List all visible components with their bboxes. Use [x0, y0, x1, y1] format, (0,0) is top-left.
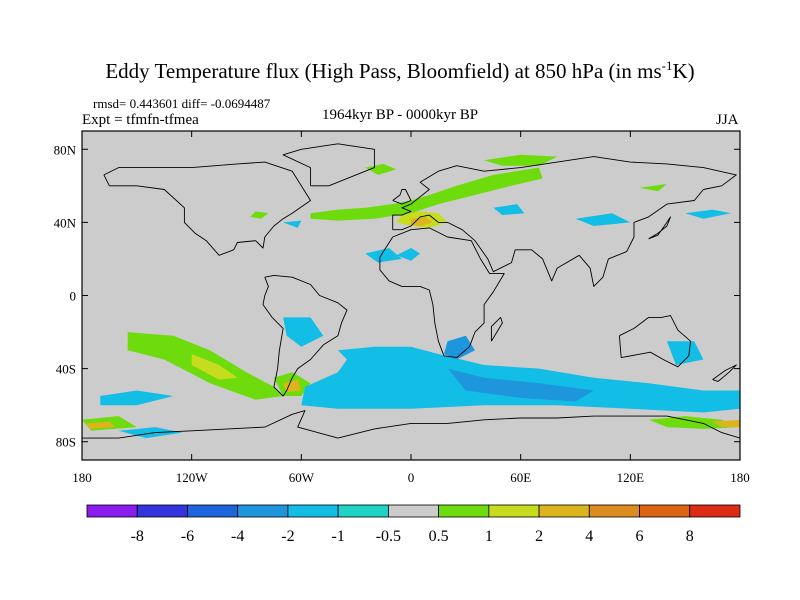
colorbar-swatch — [588, 504, 640, 518]
map-background — [82, 131, 740, 460]
flux-region-south-pacific-west-blue — [100, 390, 174, 406]
flux-region-ross-sea-yellow — [85, 421, 115, 429]
colorbar-swatch — [237, 504, 289, 518]
coastline-3 — [379, 227, 505, 359]
chart-title: Eddy Temperature flux (High Pass, Bloomf… — [105, 58, 695, 83]
coastline-7 — [392, 189, 412, 205]
flux-region-sahara-blue — [365, 248, 402, 263]
y-tick-label: 80S — [56, 435, 76, 450]
coastlines — [82, 143, 740, 439]
coastline-2 — [392, 156, 737, 287]
coastline-5 — [82, 410, 740, 439]
colorbar-label: -2 — [281, 528, 294, 545]
colorbar-swatch — [136, 504, 188, 518]
colorbar-label: -8 — [131, 528, 144, 545]
coastline-6 — [282, 143, 375, 187]
colorbar-swatch — [639, 504, 691, 518]
season-text: JJA — [716, 112, 739, 128]
flux-region-north-pacific-blue — [685, 209, 731, 219]
flux-region-china-blue — [575, 213, 631, 226]
colorbar-label: -6 — [181, 528, 194, 545]
colorbar-swatch — [438, 504, 490, 518]
flux-region-iceland-patch — [365, 163, 397, 175]
flux-region-brazil-blue — [283, 317, 324, 347]
colorbar-swatch — [86, 504, 138, 518]
period-text: 1964kyr BP - 0000kyr BP — [322, 107, 479, 123]
flux-region-north-africa-blue — [396, 248, 421, 261]
y-tick-label: 80N — [54, 142, 77, 157]
flux-region-southern-ocean-band — [301, 346, 740, 413]
colorbar-label: 2 — [535, 528, 543, 545]
colorbar-label: -4 — [231, 528, 244, 545]
flux-region-australia-green — [648, 416, 740, 429]
x-tick-label: 0 — [408, 470, 415, 485]
flux-region-australia-yellow — [712, 419, 740, 428]
coastline-0 — [103, 161, 311, 256]
flux-region-great-lakes — [250, 211, 269, 219]
coastline-8 — [490, 316, 503, 342]
y-tick-label: 40N — [54, 215, 77, 230]
coastline-10 — [712, 364, 737, 382]
colorbar-label: 6 — [636, 528, 644, 545]
colorbar-swatch — [488, 504, 540, 518]
colorbar-label: -1 — [331, 528, 344, 545]
flux-region-south-africa-blue — [443, 335, 475, 360]
experiment-text: Expt = tfmfn-tfmea — [82, 112, 199, 128]
x-tick-label: 180 — [72, 470, 92, 485]
colorbar-label: -0.5 — [376, 528, 401, 545]
x-tick-label: 120W — [176, 470, 209, 485]
coastline-1 — [262, 274, 348, 397]
coastline-9 — [648, 216, 671, 240]
map-plot-area — [82, 131, 740, 460]
x-tick-label: 60E — [510, 470, 531, 485]
colorbar-swatch — [689, 504, 741, 518]
colorbar-swatch — [538, 504, 590, 518]
map-axes: 180 120W 60W 0 60E 120E 180 80N 40N 0 40S 80S — [54, 131, 750, 485]
colorbar-swatch — [337, 504, 389, 518]
y-tick-label: 40S — [56, 362, 76, 377]
flux-region-south-pacific-core — [191, 354, 238, 380]
colorbar-label: 8 — [686, 528, 694, 545]
x-tick-label: 120E — [617, 470, 645, 485]
x-tick-label: 180 — [730, 470, 750, 485]
colorbar-swatch — [387, 504, 440, 518]
colorbar-swatch — [287, 504, 339, 518]
colorbar-swatch — [187, 504, 239, 518]
flux-region-north-atlantic-band — [310, 167, 543, 221]
coastline-4 — [618, 315, 692, 368]
y-tick-label: 0 — [70, 289, 77, 304]
colorbar-label: 4 — [585, 528, 593, 545]
flux-region-arctic-russia — [484, 154, 558, 166]
flux-region-antarctic-coast-blue — [118, 427, 183, 439]
colorbar-label: 1 — [485, 528, 493, 545]
flux-region-nw-pacific — [639, 184, 667, 192]
flux-region-mid-atlantic-blue — [283, 220, 302, 228]
x-tick-label: 60W — [289, 470, 315, 485]
colorbar-label: 0.5 — [429, 528, 449, 545]
flux-region-europe-peak — [411, 216, 433, 226]
flux-region-indian-ocean-blue — [447, 368, 594, 402]
flux-region-australia-east-blue — [666, 341, 704, 365]
flux-region-east-europe-blue — [493, 204, 525, 216]
rmsd-text: rmsd= 0.443601 diff= -0.0694487 — [93, 96, 271, 111]
colorbar: -8 -6 -4 -2 -1 -0.5 0.5 1 2 4 6 8 — [86, 504, 741, 545]
